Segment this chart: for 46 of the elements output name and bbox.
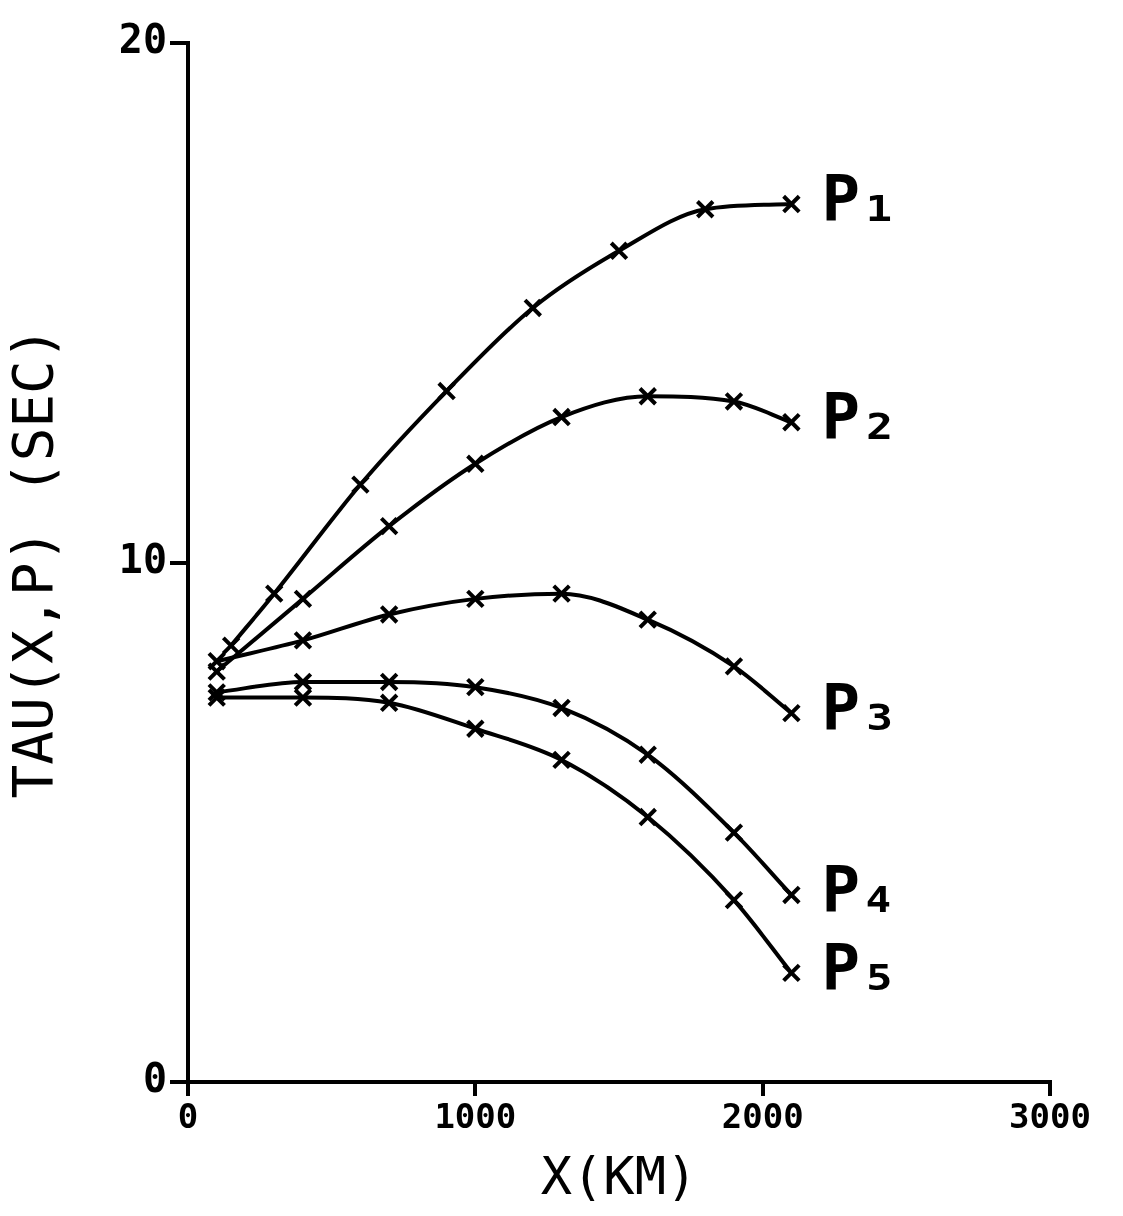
point (350, 474, 371, 495)
series-label: P₂ (821, 379, 899, 454)
point (465, 589, 486, 609)
y-tick-label: 20 (118, 16, 167, 63)
point (293, 589, 313, 609)
point (379, 516, 399, 536)
point (781, 194, 802, 214)
point (695, 199, 715, 220)
point (724, 391, 744, 412)
series-label: P₃ (821, 670, 899, 745)
x-tick-label: 2000 (721, 1096, 804, 1137)
point (465, 454, 486, 474)
point (637, 386, 658, 407)
point (637, 744, 658, 765)
point (781, 412, 802, 433)
point (724, 822, 744, 843)
point (551, 407, 572, 427)
point (465, 718, 486, 739)
point (436, 381, 457, 401)
point (781, 885, 802, 905)
point (724, 890, 744, 910)
point (609, 241, 629, 261)
point (551, 698, 572, 718)
point (264, 583, 284, 604)
point (551, 583, 572, 604)
point (221, 635, 241, 656)
point (781, 963, 802, 983)
point (523, 298, 543, 318)
x-axis-title: X(KM) (540, 1146, 698, 1207)
point (637, 609, 658, 630)
point (724, 656, 744, 677)
point (379, 604, 399, 625)
point (293, 630, 313, 651)
point (637, 807, 658, 827)
x-tick-label: 0 (177, 1096, 199, 1137)
y-tick-label: 10 (118, 535, 167, 582)
point (551, 750, 572, 770)
series-label: P₁ (821, 161, 899, 236)
series-label: P₄ (821, 852, 899, 927)
y-axis-title: TAU(X,P) (SEC) (0, 326, 66, 799)
point (465, 677, 486, 697)
series-label: P₅ (821, 930, 899, 1005)
y-tick-label: 0 (142, 1055, 167, 1102)
x-tick-label: 3000 (1009, 1096, 1091, 1137)
point (781, 703, 802, 723)
x-tick-label: 1000 (434, 1096, 517, 1137)
